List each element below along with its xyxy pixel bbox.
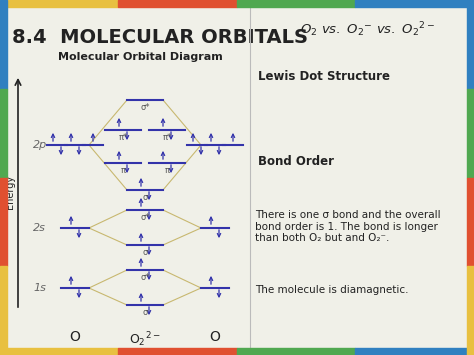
- Bar: [467, 178, 474, 266]
- Text: σ*: σ*: [140, 273, 150, 282]
- Text: There is one σ bond and the overall
bond order is 1. The bond is longer
than bot: There is one σ bond and the overall bond…: [255, 210, 441, 243]
- Text: σ: σ: [142, 248, 147, 257]
- Text: σ: σ: [142, 193, 147, 202]
- Bar: [467, 0, 474, 89]
- Text: Molecular Orbital Diagram: Molecular Orbital Diagram: [58, 52, 222, 62]
- Text: O$_2$$^{2-}$: O$_2$$^{2-}$: [129, 330, 161, 349]
- Text: O$_2$ $vs.$ O$_2$$^{-}$ $vs.$ O$_2$$^{2-}$: O$_2$ $vs.$ O$_2$$^{-}$ $vs.$ O$_2$$^{2-…: [300, 20, 435, 39]
- Bar: [0, 348, 118, 355]
- Text: O: O: [70, 330, 81, 344]
- Text: The molecule is diamagnetic.: The molecule is diamagnetic.: [255, 285, 409, 295]
- Text: π*: π*: [163, 133, 172, 142]
- Bar: [0, 178, 7, 266]
- Bar: [356, 0, 474, 7]
- Bar: [467, 266, 474, 355]
- Bar: [118, 0, 237, 7]
- Bar: [467, 89, 474, 178]
- Bar: [118, 348, 237, 355]
- Text: Lewis Dot Structure: Lewis Dot Structure: [258, 70, 390, 83]
- Bar: [0, 89, 7, 178]
- Text: σ: σ: [142, 308, 147, 317]
- Bar: [0, 266, 7, 355]
- Text: σ*: σ*: [140, 213, 150, 222]
- Text: σ*: σ*: [140, 103, 150, 112]
- Text: π*: π*: [118, 133, 128, 142]
- Text: O: O: [210, 330, 220, 344]
- Text: Energy: Energy: [5, 175, 15, 209]
- Text: 8.4  MOLECULAR ORBITALS: 8.4 MOLECULAR ORBITALS: [12, 28, 308, 47]
- Bar: [356, 348, 474, 355]
- Text: π: π: [164, 166, 170, 175]
- Text: 2s: 2s: [33, 223, 46, 233]
- Text: 2p: 2p: [33, 140, 47, 150]
- Text: Bond Order: Bond Order: [258, 155, 334, 168]
- Bar: [237, 0, 356, 7]
- Text: π: π: [120, 166, 126, 175]
- Bar: [0, 0, 7, 89]
- Text: 1s: 1s: [33, 283, 46, 293]
- Bar: [0, 0, 118, 7]
- Bar: [237, 348, 356, 355]
